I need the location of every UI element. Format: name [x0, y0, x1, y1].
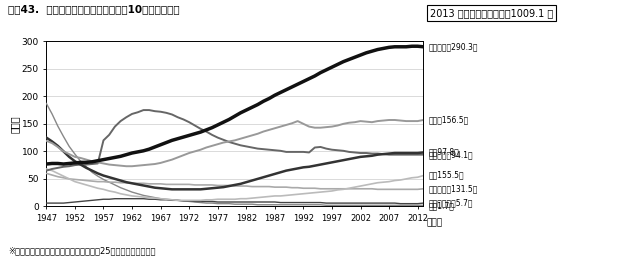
- Text: ※「人口動態調査」（厚生労働省，平成25年）より、筆者作成: ※「人口動態調査」（厚生労働省，平成25年）より、筆者作成: [8, 246, 156, 255]
- Text: 肺炎97.8人: 肺炎97.8人: [428, 147, 459, 156]
- Text: 悪性新生物290.3人: 悪性新生物290.3人: [428, 42, 478, 51]
- Text: 図表43.  主な死因別死亡率推移（人口10万人当たり）: 図表43. 主な死因別死亡率推移（人口10万人当たり）: [8, 4, 180, 14]
- Text: 不慮の事故131.5人: 不慮の事故131.5人: [428, 184, 478, 193]
- Text: 2013 年の全死因死亡率＝1009.1 人: 2013 年の全死因死亡率＝1009.1 人: [430, 8, 552, 18]
- Text: 脳血管疾患94.1人: 脳血管疾患94.1人: [428, 151, 473, 160]
- Y-axis label: （人）: （人）: [10, 115, 20, 133]
- Text: 心疾患156.5人: 心疾患156.5人: [428, 116, 468, 125]
- Text: 結栖1.7人: 結栖1.7人: [428, 201, 454, 210]
- Text: （年）: （年）: [426, 218, 442, 227]
- Text: 高血圧性疾患5.7人: 高血圧性疾患5.7人: [428, 198, 473, 207]
- Text: 老衰155.5人: 老衰155.5人: [428, 171, 464, 180]
